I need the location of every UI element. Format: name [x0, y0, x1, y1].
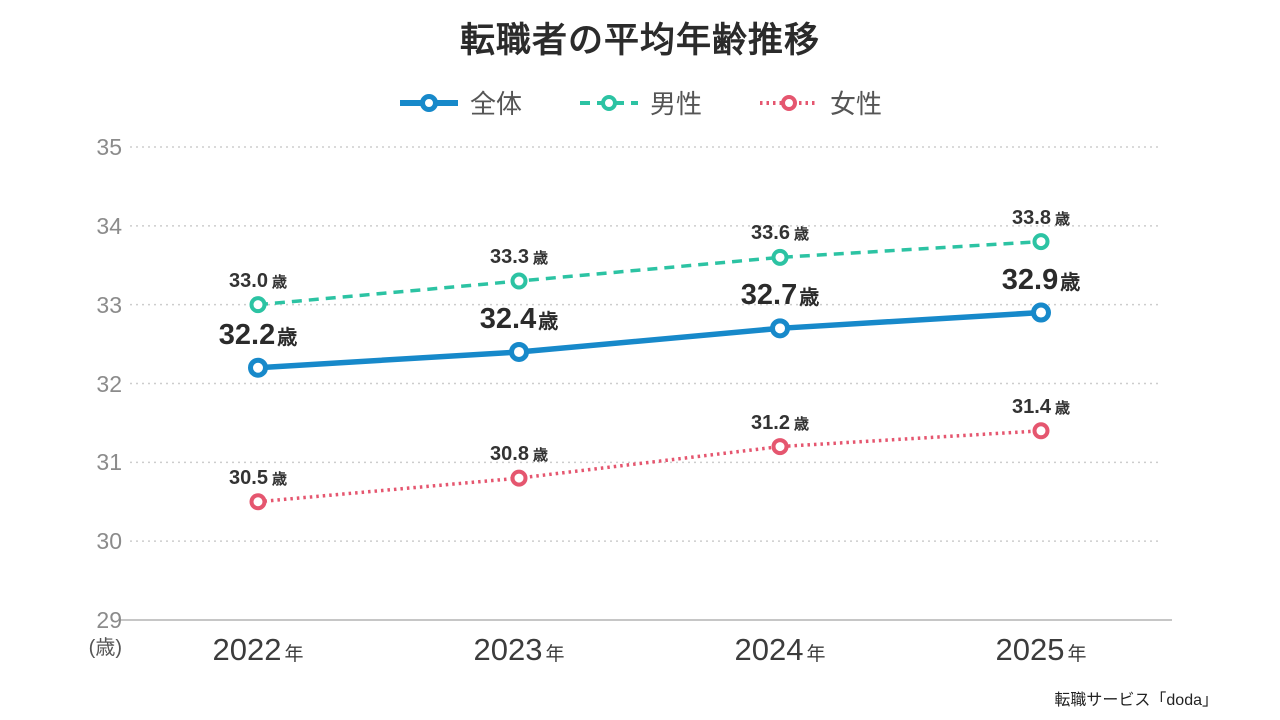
data-point-marker-female — [249, 493, 267, 511]
data-point-marker-male — [249, 296, 267, 314]
legend-dashed-line-icon — [579, 94, 638, 111]
legend-label-male: 男性 — [649, 89, 702, 119]
legend: 全体 男性 女性 — [0, 84, 1280, 121]
data-point-marker-overall — [248, 357, 268, 378]
data-point-marker-overall — [1031, 302, 1051, 323]
source-label: 転職サービス「doda」 — [1054, 692, 1218, 709]
legend-dotted-line-icon — [760, 94, 818, 111]
legend-item-overall: 全体 — [398, 84, 522, 121]
series-line-overall — [257, 309, 1042, 371]
legend-marker — [781, 94, 797, 111]
legend-solid-line-icon — [399, 93, 458, 112]
legend-item-female: 女性 — [758, 84, 882, 121]
data-point-marker-male — [510, 272, 528, 290]
data-point-marker-overall — [509, 341, 529, 362]
data-point-marker-male — [771, 248, 789, 266]
data-point-marker-female — [1032, 422, 1050, 440]
legend-marker — [600, 94, 617, 111]
legend-label-overall: 全体 — [469, 89, 522, 119]
legend-label-female: 女性 — [830, 89, 883, 119]
chart-title: 転職者の平均年齢推移 — [459, 21, 820, 60]
legend-marker — [419, 93, 438, 112]
data-point-marker-female — [510, 469, 528, 487]
series-line-female — [257, 429, 1042, 504]
data-point-marker-male — [1032, 233, 1050, 251]
legend-item-male: 男性 — [578, 84, 702, 121]
series-line-male — [257, 239, 1042, 307]
data-point-marker-female — [771, 438, 789, 456]
data-point-marker-overall — [770, 318, 790, 339]
